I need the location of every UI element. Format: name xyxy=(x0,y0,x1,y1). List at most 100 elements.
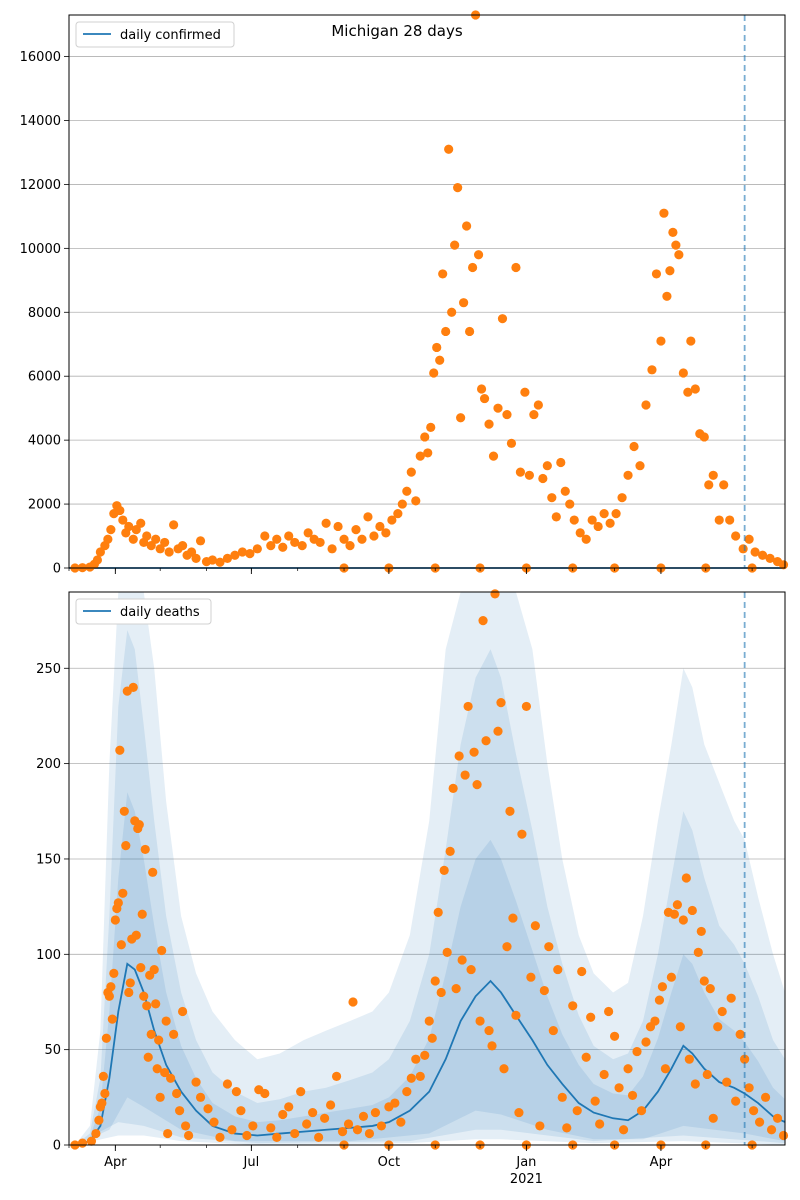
legend-label-daily-deaths: daily deaths xyxy=(120,605,200,620)
data-point xyxy=(678,915,688,925)
data-point xyxy=(568,1001,578,1011)
data-point xyxy=(151,999,161,1009)
data-point xyxy=(457,955,467,965)
data-point xyxy=(722,1077,732,1087)
data-point xyxy=(731,531,741,541)
data-point xyxy=(320,1113,330,1123)
data-point xyxy=(587,515,597,525)
data-point xyxy=(160,1067,170,1078)
data-point xyxy=(94,1115,104,1125)
data-point xyxy=(155,1092,165,1102)
data-point xyxy=(749,1106,759,1116)
data-point xyxy=(481,736,491,746)
data-point xyxy=(402,486,412,496)
data-point xyxy=(348,997,358,1007)
data-point xyxy=(370,1107,381,1118)
data-point xyxy=(272,1132,282,1142)
data-point xyxy=(529,409,539,420)
data-point xyxy=(538,473,548,484)
data-point xyxy=(444,144,454,154)
data-point xyxy=(169,520,179,530)
confirmed-y-ticks: 0 2000 4000 6000 8000 10000 12000 14000 16000 xyxy=(20,50,69,577)
data-point xyxy=(604,1006,614,1017)
data-point xyxy=(497,314,508,324)
data-point xyxy=(110,915,120,925)
y-tick-label: 0 xyxy=(53,562,61,577)
data-point xyxy=(426,422,436,432)
data-point xyxy=(459,298,469,308)
data-point xyxy=(178,1006,188,1017)
data-point xyxy=(420,432,430,442)
data-point xyxy=(632,1046,642,1057)
data-point xyxy=(227,1125,237,1135)
data-point xyxy=(364,1128,375,1139)
data-point xyxy=(672,900,682,910)
y-tick-label: 14000 xyxy=(20,114,61,129)
data-point xyxy=(139,991,149,1001)
data-point xyxy=(740,1054,750,1064)
data-point xyxy=(164,547,174,557)
data-point xyxy=(438,269,448,279)
data-point xyxy=(686,336,696,346)
data-point xyxy=(551,512,561,522)
data-point xyxy=(146,1029,156,1039)
data-point xyxy=(683,387,693,397)
data-point xyxy=(668,227,678,237)
data-point xyxy=(593,521,603,532)
data-point xyxy=(104,991,114,1001)
y-tick-label: 50 xyxy=(44,1043,61,1058)
data-point xyxy=(451,984,461,994)
data-point xyxy=(454,751,464,761)
data-point xyxy=(161,1016,171,1026)
confirmed-x-ticks xyxy=(68,568,753,574)
data-point xyxy=(191,1077,201,1087)
data-point xyxy=(505,806,515,816)
data-point xyxy=(614,1083,624,1093)
data-point xyxy=(134,820,144,830)
data-point xyxy=(675,1022,685,1032)
data-point xyxy=(290,537,300,548)
data-point xyxy=(101,1033,111,1043)
data-point xyxy=(303,528,313,538)
data-point xyxy=(669,909,679,919)
data-point xyxy=(778,1130,789,1141)
data-point xyxy=(272,534,282,544)
data-point xyxy=(462,221,472,231)
data-point xyxy=(195,1092,206,1102)
data-point xyxy=(337,1127,348,1137)
data-point xyxy=(406,467,416,477)
data-point xyxy=(517,829,527,839)
axes-border xyxy=(68,591,786,1146)
data-point xyxy=(657,982,668,992)
data-point xyxy=(757,550,768,560)
data-point xyxy=(415,1071,425,1081)
data-point xyxy=(524,470,534,480)
uncertainty-band xyxy=(74,792,785,1145)
data-point xyxy=(738,544,748,554)
data-point xyxy=(586,1012,596,1022)
data-point xyxy=(548,1025,558,1036)
data-point xyxy=(713,1022,723,1032)
data-point xyxy=(447,307,457,317)
data-point xyxy=(635,461,645,471)
data-point xyxy=(641,400,651,410)
x-tick-label: Apr xyxy=(104,1155,127,1170)
data-point xyxy=(411,1054,421,1064)
data-point xyxy=(260,1088,270,1099)
data-point xyxy=(424,1016,434,1026)
data-point xyxy=(581,534,591,544)
data-point xyxy=(647,365,657,375)
data-point xyxy=(142,531,152,541)
data-point xyxy=(556,457,566,468)
deaths-axes-frame xyxy=(68,591,786,1146)
data-point xyxy=(595,1119,605,1129)
data-point xyxy=(396,1117,406,1127)
data-point xyxy=(660,1064,671,1074)
data-point xyxy=(284,531,294,541)
data-point xyxy=(152,1064,162,1074)
data-point xyxy=(406,1073,416,1083)
data-point xyxy=(137,909,147,919)
data-point xyxy=(479,393,490,404)
data-point xyxy=(222,553,233,564)
data-point xyxy=(175,1106,185,1116)
